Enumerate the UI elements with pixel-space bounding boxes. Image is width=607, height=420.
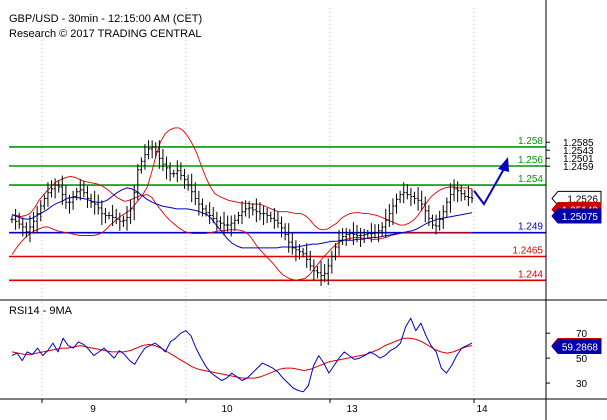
x-tick-label: 14: [476, 404, 488, 415]
y-tick-label: 1.2543: [563, 146, 594, 157]
rsi-ma-line: [11, 337, 473, 379]
x-tick-label: 9: [90, 404, 96, 415]
rsi-panel: [11, 302, 475, 398]
rsi-y-tick-label: 30: [576, 379, 588, 390]
chart-header-line1: GBP/USD - 30min - 12:15:00 AM (CET): [9, 13, 202, 25]
last-price-tag-label: 1.2526: [567, 194, 598, 205]
main-price-panel: 1.258 1.256 1.254 1.249 1.2465 1.244: [9, 8, 546, 298]
y-tick-label: 1.2585: [563, 138, 594, 149]
rsi-value-tag: [551, 339, 602, 355]
y-tick-label: 1.2501: [563, 154, 594, 165]
support-1-label: 1.2465: [512, 245, 543, 256]
projection-arrow-head: [498, 156, 509, 172]
rsi-y-tick-label: 50: [576, 354, 588, 365]
moving-average-line: [11, 187, 473, 249]
resistance-1-label: 1.254: [518, 174, 543, 185]
rsi-value-tag-label: 59.2868: [562, 343, 599, 354]
chart-header-line2: Research © 2017 TRADING CENTRAL: [9, 28, 202, 40]
rsi-panel-title: RSI14 - 9MA: [9, 305, 73, 317]
resistance-3-label: 1.258: [518, 136, 543, 147]
y-tick-label: 1.2459: [563, 162, 594, 173]
resistance-2-label: 1.256: [518, 155, 543, 166]
moving-average-tag-label: 1.25075: [562, 212, 599, 223]
x-tick-label: 13: [346, 404, 358, 415]
rsi-line: [11, 317, 473, 393]
support-2-label: 1.244: [518, 269, 543, 280]
projection-arrow: [473, 166, 506, 206]
bollinger-lower-band: [11, 194, 472, 281]
pivot-label: 1.249: [518, 222, 543, 233]
x-tick-label: 10: [221, 404, 233, 415]
moving-average-tag: [551, 208, 602, 224]
rsi-y-tick-label: 70: [576, 329, 588, 340]
